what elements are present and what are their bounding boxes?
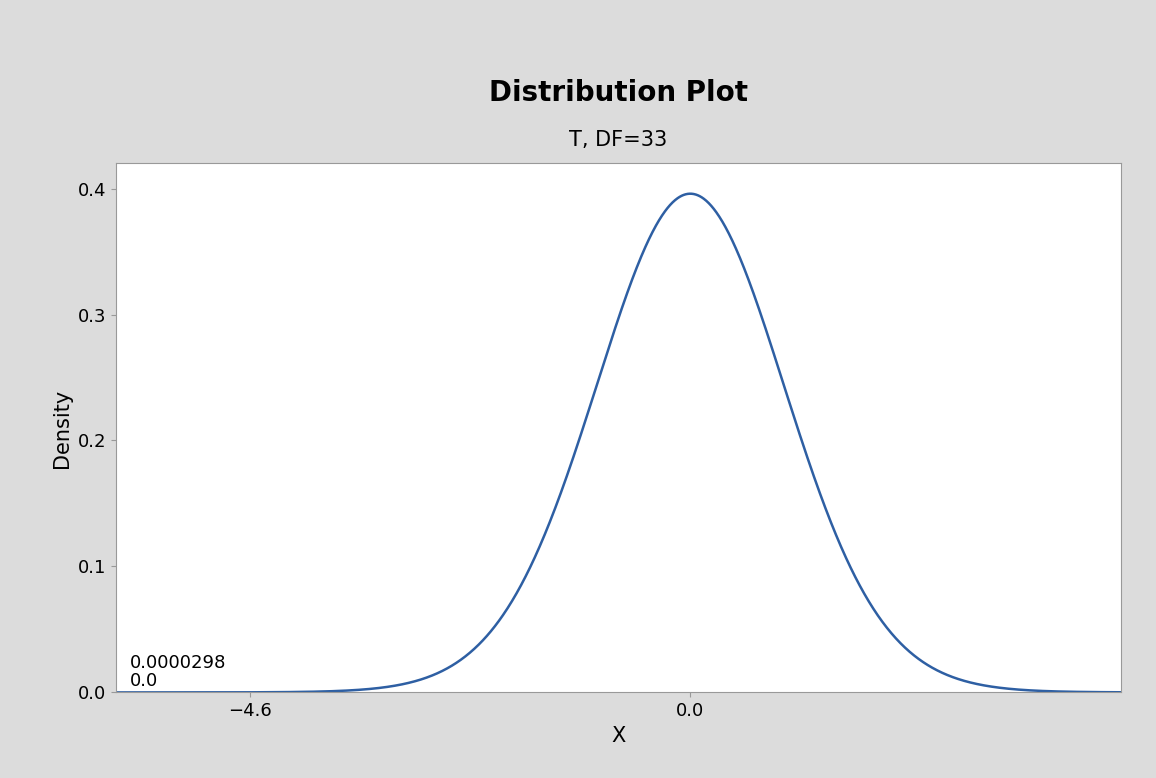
Text: T, DF=33: T, DF=33 <box>570 130 667 150</box>
Text: Distribution Plot: Distribution Plot <box>489 79 748 107</box>
Text: 0.0: 0.0 <box>129 672 158 690</box>
Text: 0.0000298: 0.0000298 <box>129 654 227 672</box>
X-axis label: X: X <box>612 726 625 745</box>
Y-axis label: Density: Density <box>52 388 72 468</box>
